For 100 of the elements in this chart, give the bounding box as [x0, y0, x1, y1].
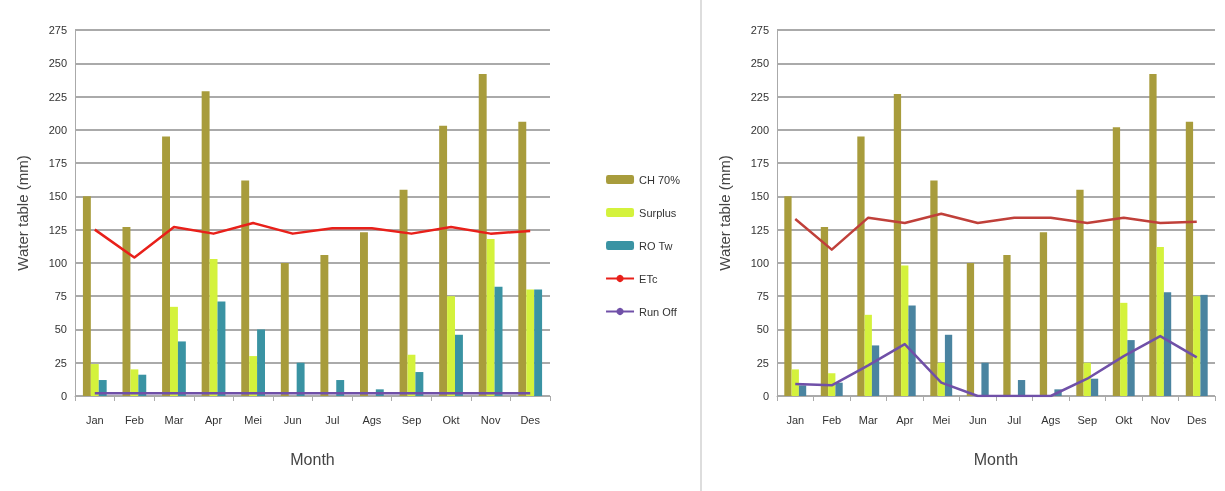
- bar: [835, 382, 843, 396]
- bar: [399, 189, 408, 396]
- bar: [871, 345, 880, 396]
- bar: [1017, 380, 1026, 396]
- y-tick-label: 0: [762, 390, 769, 402]
- bar: [486, 238, 495, 396]
- y-tick-label: 125: [48, 223, 67, 236]
- bar: [966, 262, 975, 396]
- x-tick-label: Ags: [362, 413, 382, 426]
- legend-label: Surplus: [639, 206, 677, 219]
- bar: [864, 314, 872, 396]
- bar: [478, 73, 487, 396]
- x-axis-title: Month: [973, 450, 1019, 468]
- bar: [791, 369, 799, 396]
- bar: [90, 364, 99, 396]
- bar: [249, 356, 258, 396]
- x-tick-label: Jan: [85, 413, 104, 426]
- y-tick-label: 125: [750, 223, 769, 236]
- y-tick-label: 75: [756, 290, 769, 303]
- bar: [1127, 340, 1135, 396]
- x-tick-label: Mar: [858, 413, 879, 426]
- x-tick-label: Okt: [442, 413, 460, 426]
- bar: [1185, 121, 1194, 396]
- bar: [518, 121, 527, 396]
- bar: [177, 341, 186, 396]
- x-tick-label: Okt: [1115, 413, 1133, 426]
- bar: [170, 306, 178, 396]
- bar: [1156, 246, 1164, 396]
- x-tick-label: Feb: [822, 413, 842, 426]
- y-tick-label: 100: [48, 256, 67, 269]
- bar: [981, 362, 989, 396]
- bar: [1003, 254, 1011, 396]
- bar: [526, 289, 535, 396]
- x-tick-label: Nov: [480, 413, 501, 426]
- y-tick-label: 50: [756, 323, 769, 336]
- bar: [241, 180, 250, 396]
- y-tick-label: 200: [750, 123, 769, 136]
- bar: [1039, 232, 1048, 396]
- bar: [908, 305, 916, 396]
- legend-label: CH 70%: [639, 173, 681, 186]
- bar: [257, 329, 265, 396]
- x-tick-label: Apr: [204, 413, 223, 426]
- bar: [784, 196, 792, 396]
- bar: [455, 334, 463, 396]
- bar: [901, 265, 909, 396]
- bar: [930, 180, 938, 396]
- bar: [280, 262, 289, 396]
- x-tick-label: Jan: [786, 413, 805, 426]
- y-tick-label: 275: [48, 24, 67, 36]
- line-series: [794, 212, 1198, 251]
- y-tick-label: 25: [54, 356, 67, 369]
- y-tick-label: 100: [750, 256, 769, 269]
- x-tick-label: Mei: [244, 413, 262, 426]
- bar: [320, 254, 329, 396]
- bar: [820, 226, 829, 396]
- bar: [1200, 294, 1208, 396]
- bar: [1163, 292, 1172, 396]
- y-tick-label: 25: [756, 356, 769, 369]
- x-tick-label: Jul: [1007, 413, 1022, 426]
- y-tick-label: 275: [750, 24, 769, 36]
- x-tick-label: Sep: [1077, 413, 1098, 426]
- bar: [1112, 127, 1121, 396]
- x-tick-label: Mei: [932, 413, 951, 426]
- x-tick-label: Mar: [164, 413, 184, 426]
- x-tick-label: Sep: [401, 413, 422, 426]
- x-tick-label: Des: [1186, 413, 1208, 426]
- bar: [1193, 296, 1201, 396]
- bar: [447, 296, 455, 396]
- x-tick-label: Jun: [283, 413, 302, 426]
- x-tick-label: Apr: [896, 413, 914, 426]
- x-tick-label: Nov: [1150, 413, 1171, 426]
- y-tick-label: 225: [48, 90, 67, 103]
- legend-label: ETc: [639, 272, 658, 285]
- y-tick-label: 175: [48, 157, 67, 170]
- x-axis-title: Month: [290, 450, 335, 468]
- x-tick-label: Des: [520, 413, 541, 426]
- bar: [944, 334, 953, 396]
- bar: [857, 136, 865, 396]
- legend-label: Run Off: [639, 305, 678, 318]
- x-tick-label: Feb: [124, 413, 144, 426]
- bar: [1076, 189, 1084, 396]
- line-series: [794, 334, 1198, 398]
- y-tick-label: 0: [60, 390, 67, 402]
- y-axis-title: Water table (mm): [14, 155, 31, 271]
- bar: [1090, 378, 1099, 396]
- y-tick-label: 150: [750, 190, 769, 203]
- bar: [893, 93, 902, 396]
- bar: [1149, 73, 1157, 396]
- line-series: [93, 221, 532, 259]
- bar: [296, 362, 305, 396]
- y-tick-label: 200: [48, 123, 67, 136]
- y-tick-label: 50: [54, 323, 67, 336]
- bar: [798, 385, 807, 396]
- y-tick-label: 250: [48, 57, 67, 70]
- bar: [162, 136, 170, 396]
- y-tick-label: 225: [750, 90, 769, 103]
- y-tick-label: 250: [750, 57, 769, 70]
- bar: [360, 232, 368, 396]
- legend-label: RO Tw: [639, 239, 673, 252]
- bar: [439, 125, 448, 396]
